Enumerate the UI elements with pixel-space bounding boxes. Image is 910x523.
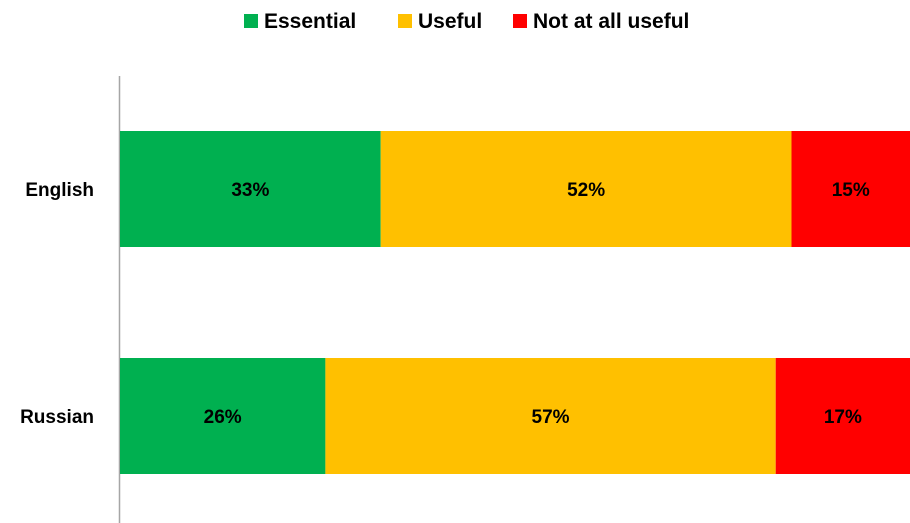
legend-label-useful: Useful [418, 10, 482, 33]
legend-swatch-not-at-all-useful [513, 14, 527, 28]
bar-english-useful [380, 131, 792, 247]
legend-swatch-essential [244, 14, 258, 28]
legend-label-essential: Essential [264, 10, 356, 33]
category-label-russian: Russian [20, 407, 94, 428]
data-labels: 33% 52% 15% 26% 57% 17% [204, 180, 870, 428]
bar-russian-useful [325, 358, 776, 474]
data-label-english-essential: 33% [231, 180, 269, 201]
category-label-english: English [25, 180, 94, 201]
data-label-english-useful: 52% [567, 180, 605, 201]
bar-russian-essential [120, 358, 326, 474]
category-labels: English Russian [20, 180, 94, 428]
data-label-russian-essential: 26% [204, 407, 242, 428]
bar-english-not-at-all-useful [791, 131, 910, 247]
data-label-english-not-at-all-useful: 15% [832, 180, 870, 201]
legend-swatch-useful [398, 14, 412, 28]
legend: Essential Useful Not at all useful [244, 10, 689, 33]
legend-label-not-at-all-useful: Not at all useful [533, 10, 689, 33]
bars [120, 131, 910, 474]
data-label-russian-not-at-all-useful: 17% [824, 407, 862, 428]
bar-english-essential [120, 131, 381, 247]
data-label-russian-useful: 57% [532, 407, 570, 428]
bar-russian-not-at-all-useful [775, 358, 910, 474]
